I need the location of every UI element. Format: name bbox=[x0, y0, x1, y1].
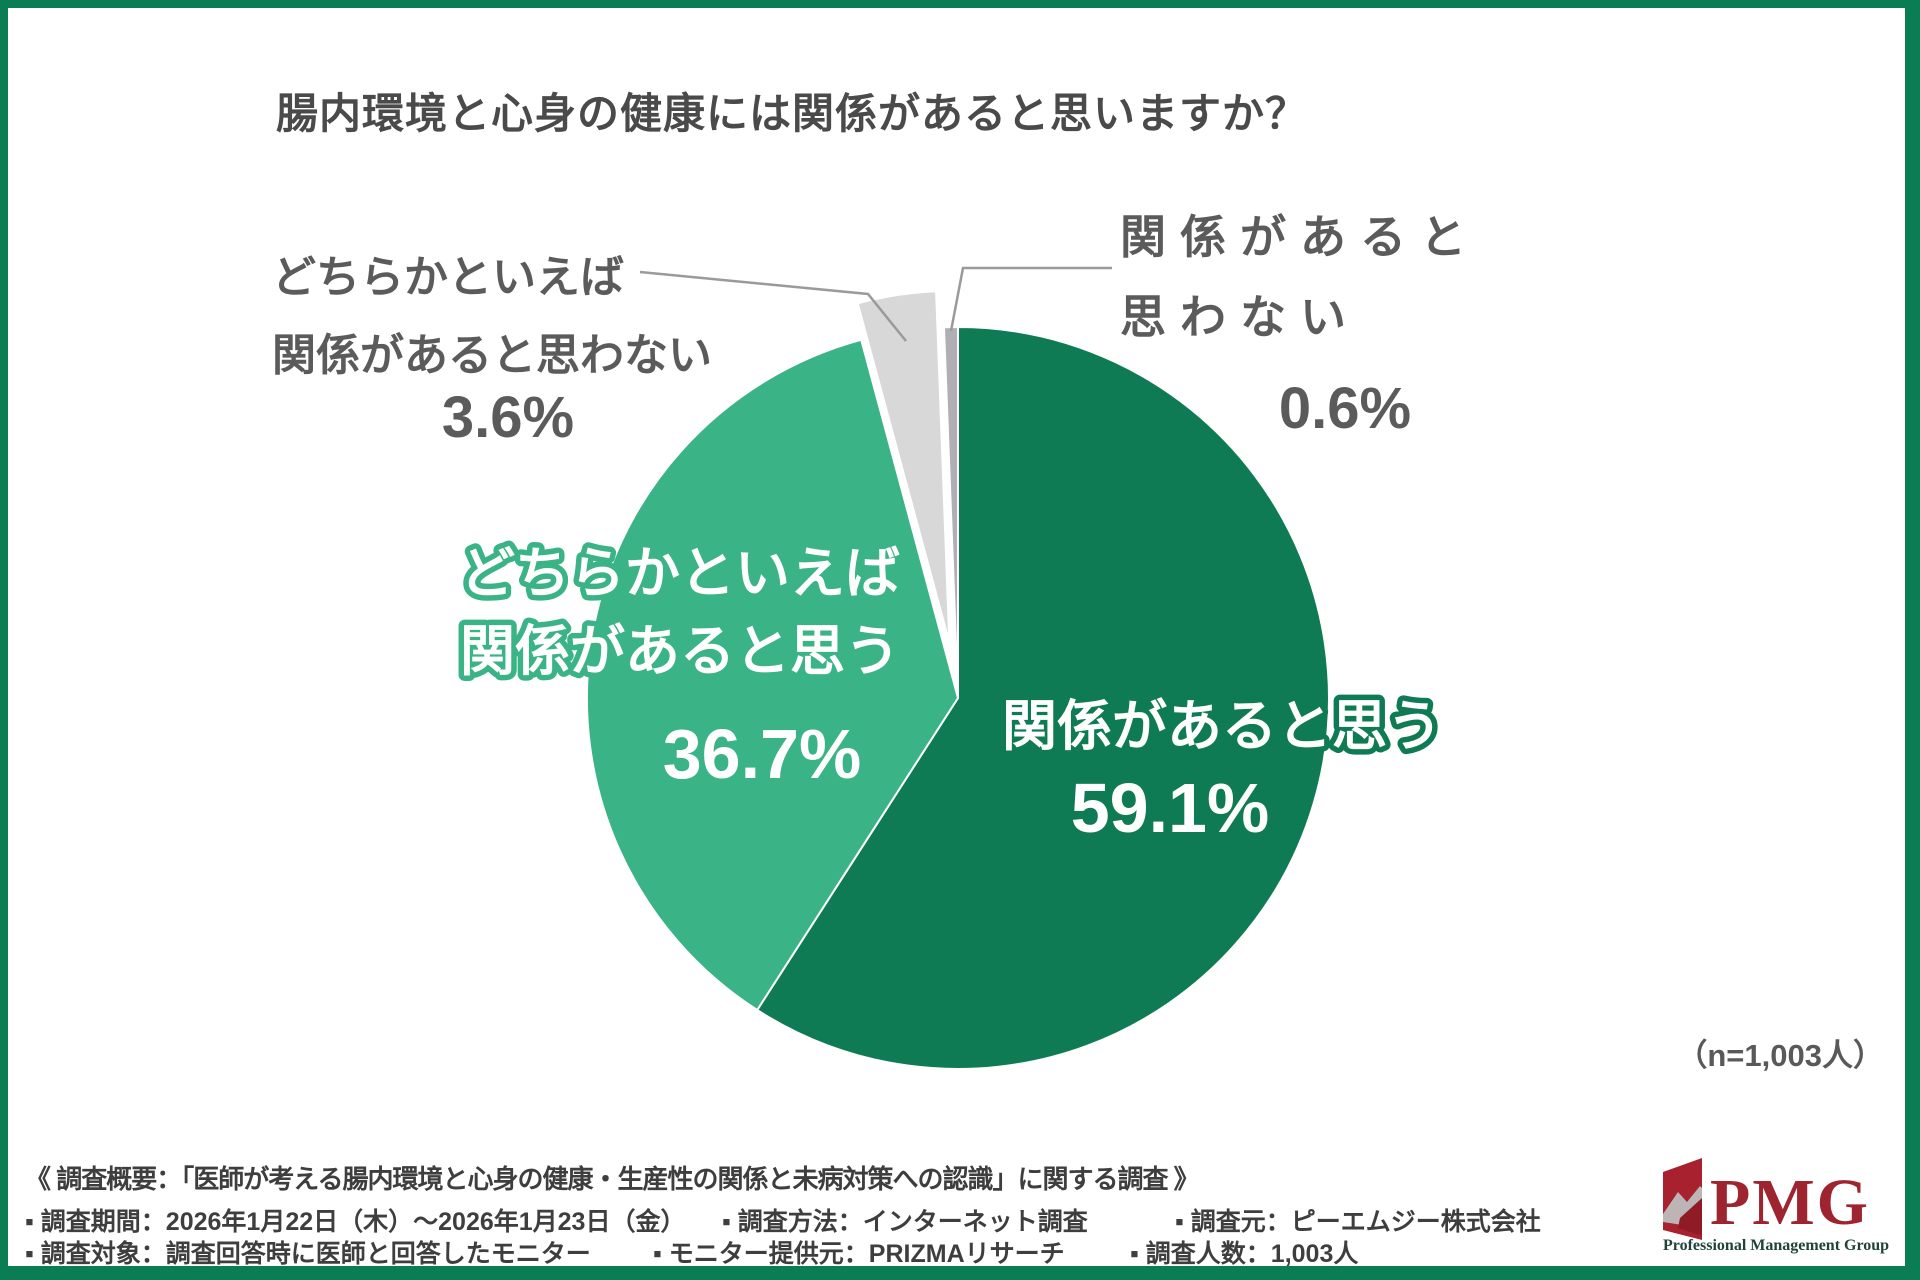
frame-left bbox=[0, 0, 8, 1280]
label-disagree-pct: 0.6% bbox=[1279, 376, 1411, 441]
survey-period: ▪ 調査期間：2026年1月22日（木）～2026年1月23日（金） bbox=[25, 1207, 685, 1236]
survey-company: ▪ 調査元：ピーエムジー株式会社 bbox=[1175, 1207, 1541, 1236]
frame-right bbox=[1905, 0, 1920, 1280]
survey-method: ▪ 調査方法：インターネット調査 bbox=[722, 1207, 1088, 1236]
sample-size-note: （n=1,003人） bbox=[1676, 1038, 1884, 1073]
label-agree-line1: 関係があると思う bbox=[1002, 695, 1442, 757]
pie-slice-agree bbox=[755, 325, 1330, 1070]
label-somewhat-agree-pct: 36.7% bbox=[663, 715, 861, 793]
label-somewhat-disagree: どちらかといえば 関係があると思わない 3.6% bbox=[272, 253, 712, 450]
pie-slice-somewhat-disagree bbox=[851, 286, 955, 661]
pie bbox=[585, 286, 1330, 1070]
pmg-logo-shadow bbox=[1678, 1198, 1702, 1236]
survey-footer: 《 調査概要：「医師が考える腸内環境と心身の健康・生産性の関係と未病対策への認識… bbox=[25, 1164, 1541, 1268]
label-somewhat-disagree-line2: 関係があると思わない bbox=[272, 331, 712, 380]
leader-line-somewhat-disagree bbox=[639, 270, 907, 342]
label-somewhat-agree-line2: 関係があると思う bbox=[460, 620, 900, 682]
label-somewhat-disagree-line1: どちらかといえば bbox=[272, 253, 624, 302]
pmg-logo-subtext: Professional Management Group bbox=[1663, 1237, 1889, 1254]
label-agree-pct: 59.1% bbox=[1071, 769, 1269, 847]
survey-respondents: ▪ 調査人数：1,003人 bbox=[1130, 1239, 1358, 1268]
pmg-logo: PMG Professional Management Group bbox=[1663, 1158, 1889, 1254]
label-somewhat-agree: どちらかといえば 関係があると思う 36.7% bbox=[455, 537, 906, 799]
label-somewhat-agree-line1: どちらかといえば bbox=[460, 542, 900, 604]
label-disagree-line1: 関係があると bbox=[1120, 211, 1480, 263]
label-disagree: 関係があると 思わない 0.6% bbox=[1120, 211, 1480, 441]
label-somewhat-disagree-pct: 3.6% bbox=[442, 385, 574, 450]
frame-bottom bbox=[0, 1266, 1920, 1280]
chart-title: 腸内環境と心身の健康には関係があると思いますか？ bbox=[276, 90, 1308, 137]
survey-monitor-provider: ▪ モニター提供元：PRIZMAリサーチ bbox=[653, 1240, 1065, 1268]
pmg-logo-text: PMG bbox=[1710, 1166, 1870, 1239]
frame-top bbox=[0, 0, 1920, 8]
pie-slice-somewhat-agree bbox=[585, 338, 960, 1012]
label-disagree-line2: 思わない bbox=[1120, 291, 1360, 343]
survey-target: ▪ 調査対象：調査回答時に医師と回答したモニター bbox=[25, 1239, 591, 1268]
survey-overview: 《 調査概要：「医師が考える腸内環境と心身の健康・生産性の関係と未病対策への認識… bbox=[25, 1164, 1199, 1194]
leader-line-disagree bbox=[949, 266, 1112, 332]
label-agree: 関係があると思う 59.1% bbox=[996, 690, 1447, 853]
